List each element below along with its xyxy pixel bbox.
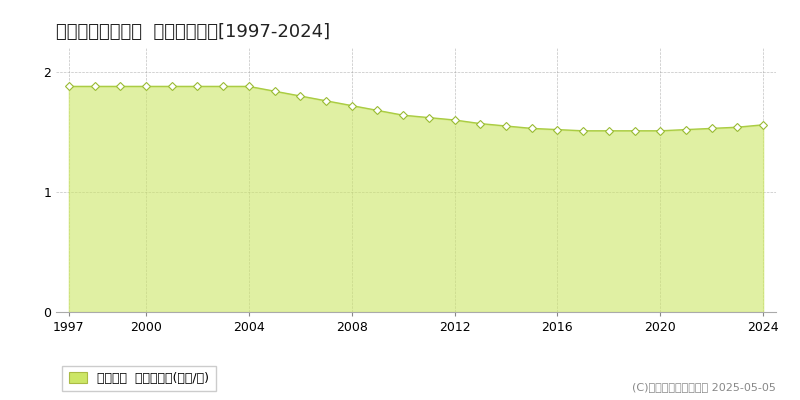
Text: (C)土地価格ドットコム 2025-05-05: (C)土地価格ドットコム 2025-05-05 [632, 382, 776, 392]
Text: 河東郡鹿追町緑町  基準地価推移[1997-2024]: 河東郡鹿追町緑町 基準地価推移[1997-2024] [56, 23, 330, 41]
Legend: 基準地価  平均坪単価(万円/坪): 基準地価 平均坪単価(万円/坪) [62, 366, 215, 391]
